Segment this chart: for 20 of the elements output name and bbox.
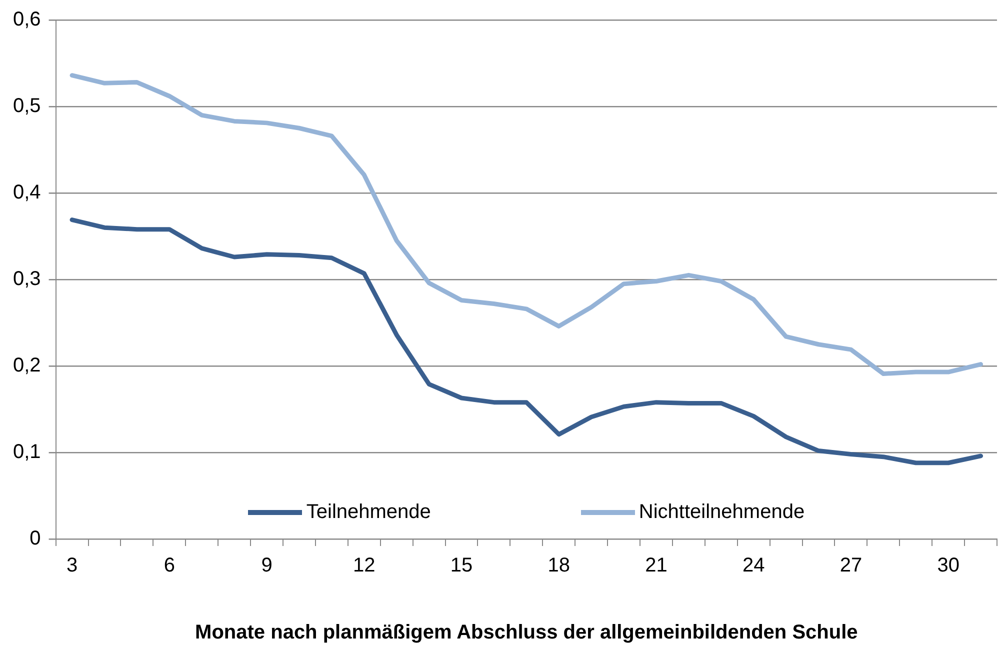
x-tick-label: 30 xyxy=(937,554,960,577)
legend-label: Nichtteilnehmende xyxy=(638,501,805,524)
x-tick-label: 9 xyxy=(261,554,272,577)
x-tick-label: 27 xyxy=(840,554,862,577)
y-tick-label: 0 xyxy=(30,528,41,550)
y-tick-label: 0,2 xyxy=(12,354,41,377)
x-tick-label: 18 xyxy=(548,554,570,577)
x-tick-label: 15 xyxy=(450,554,473,577)
y-tick-label: 0,1 xyxy=(12,441,41,464)
y-tick-label: 0,5 xyxy=(12,95,41,118)
x-tick-label: 3 xyxy=(66,554,78,577)
x-tick-label: 6 xyxy=(164,554,175,577)
x-tick-label: 24 xyxy=(742,554,765,577)
y-tick-label: 0,6 xyxy=(12,8,41,31)
x-axis-title: Monate nach planmäßigem Abschluss der allgemeinbildenden Schule xyxy=(195,622,858,644)
x-tick-label: 21 xyxy=(645,554,668,577)
y-tick-label: 0,4 xyxy=(12,182,41,204)
y-tick-label: 0,3 xyxy=(12,268,41,290)
legend-label: Teilnehmende xyxy=(306,501,431,524)
x-tick-label: 12 xyxy=(353,554,376,577)
